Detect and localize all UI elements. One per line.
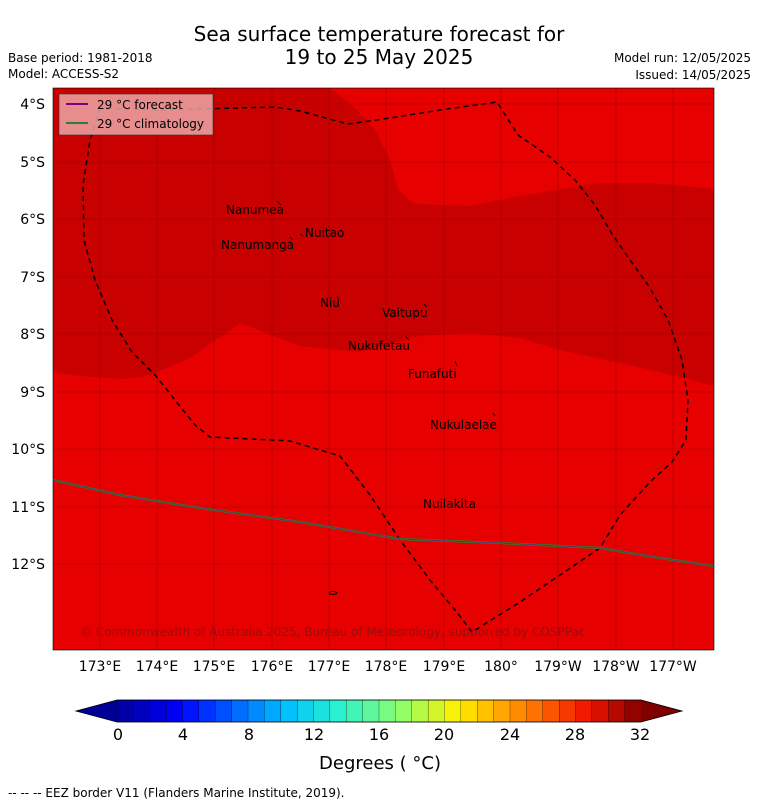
map-frame [52, 87, 715, 651]
eez-footnote: -- -- -- EEZ border V11 (Flanders Marine… [8, 786, 345, 800]
colorbar-cell [591, 699, 609, 723]
colorbar-cell [411, 699, 429, 723]
sst-30-31-region [53, 88, 714, 386]
colorbar-high-extension [641, 700, 682, 722]
colorbar-cell [444, 699, 462, 723]
colorbar-cell [624, 699, 642, 723]
colorbar-cell [182, 699, 200, 723]
colorbar-tick-label: 32 [630, 725, 650, 744]
chart-title-line1: Sea surface temperature forecast for [193, 22, 565, 46]
colorbar-cell [215, 699, 233, 723]
colorbar-cell [231, 699, 249, 723]
chart-title-line2: 19 to 25 May 2025 [284, 45, 474, 69]
lat-label: 4°S [20, 97, 45, 113]
lon-label: 176°E [251, 659, 294, 675]
base-period: Base period: 1981-2018 [8, 51, 153, 65]
eez-border [82, 101, 689, 633]
longitude-axis: 173°E 174°E 175°E 176°E 177°E 178°E 179°… [79, 659, 697, 675]
colorbar-ticks: 0 4 8 12 16 20 24 28 32 [113, 725, 650, 744]
colorbar-cell [296, 699, 314, 723]
model-run: Model run: 12/05/2025 [613, 51, 751, 65]
island-label-vaitupu: Vaitupu [382, 306, 428, 320]
colorbar-cell [509, 699, 527, 723]
lon-label: 179°W [534, 659, 582, 675]
colorbar-cell [427, 699, 445, 723]
lat-label: 6°S [20, 212, 45, 228]
lat-label: 9°S [20, 385, 45, 401]
lon-label: 177°W [649, 659, 697, 675]
island-label-nanumanga: Nanumanga [221, 238, 294, 252]
colorbar-tick-label: 0 [113, 725, 123, 744]
copyright-notice: © Commonwealth of Australia 2025, Bureau… [80, 625, 585, 639]
island-labels: Nanumea Nuitao Nanumanga Niu Vaitupu Nuk… [221, 203, 497, 511]
legend-forecast-label: 29 °C forecast [97, 98, 183, 112]
sst-map: Nanumea Nuitao Nanumanga Niu Vaitupu Nuk… [11, 87, 715, 774]
forecast-29c-line [53, 479, 714, 567]
map-grid [53, 88, 714, 650]
colorbar-cell [247, 699, 265, 723]
latitude-axis: 4°S 5°S 6°S 7°S 8°S 9°S 10°S 11°S 12°S [11, 97, 45, 573]
colorbar-cell [149, 699, 167, 723]
colorbar-cell [542, 699, 560, 723]
colorbar-cell [378, 699, 396, 723]
lat-label: 7°S [20, 270, 45, 286]
colorbar-tick-label: 8 [244, 725, 254, 744]
colorbar-cell [395, 699, 413, 723]
map-legend: 29 °C forecast 29 °C climatology [58, 93, 214, 136]
colorbar-tick-label: 4 [178, 725, 188, 744]
colorbar-cell [477, 699, 495, 723]
sst-field: Nanumea Nuitao Nanumanga Niu Vaitupu Nuk… [53, 88, 714, 650]
colorbar-cells [116, 699, 642, 723]
lat-label: 12°S [11, 557, 45, 573]
colorbar-cell [558, 699, 576, 723]
colorbar [74, 699, 684, 723]
island-label-nuitao: Nuitao [305, 226, 344, 240]
lon-label: 178°E [365, 659, 408, 675]
lon-label: 180° [484, 659, 518, 675]
colorbar-tick-label: 24 [500, 725, 520, 744]
colorbar-cell [133, 699, 151, 723]
lat-label: 5°S [20, 155, 45, 171]
colorbar-cell [264, 699, 282, 723]
lat-label: 10°S [11, 442, 45, 458]
colorbar-cell [165, 699, 183, 723]
colorbar-cell [526, 699, 544, 723]
lon-label: 179°E [423, 659, 466, 675]
colorbar-cell [460, 699, 478, 723]
model-name: Model: ACCESS-S2 [8, 67, 120, 81]
lat-label: 8°S [20, 327, 45, 343]
island-label-nukulaelae: Nukulaelae [430, 418, 497, 432]
colorbar-cell [362, 699, 380, 723]
colorbar-low-extension [76, 700, 117, 722]
lon-label: 173°E [79, 659, 122, 675]
island-label-niu: Niu [320, 296, 340, 310]
colorbar-cell [313, 699, 331, 723]
island-label-nukufetau: Nukufetau [348, 339, 410, 353]
lat-label: 11°S [11, 500, 45, 516]
island-marks [276, 200, 496, 595]
colorbar-cell [329, 699, 347, 723]
colorbar-cell [575, 699, 593, 723]
colorbar-cell [608, 699, 626, 723]
island-label-funafuti: Funafuti [408, 367, 457, 381]
colorbar-cell [493, 699, 511, 723]
lon-label: 174°E [136, 659, 179, 675]
colorbar-cell [116, 699, 134, 723]
colorbar-tick-label: 12 [304, 725, 324, 744]
colorbar-tick-label: 28 [565, 725, 585, 744]
island-label-nanumea: Nanumea [226, 203, 284, 217]
island-label-nuilakita: Nuilakita [423, 497, 476, 511]
colorbar-tick-label: 16 [369, 725, 389, 744]
lon-label: 175°E [193, 659, 236, 675]
legend-climatology-label: 29 °C climatology [97, 117, 204, 131]
colorbar-title: Degrees ( °C) [319, 753, 441, 774]
colorbar-cell [198, 699, 216, 723]
colorbar-tick-label: 20 [434, 725, 454, 744]
lon-label: 178°W [592, 659, 640, 675]
issued-date: Issued: 14/05/2025 [635, 68, 751, 82]
lon-label: 177°E [308, 659, 351, 675]
colorbar-cell [280, 699, 298, 723]
colorbar-cell [346, 699, 364, 723]
